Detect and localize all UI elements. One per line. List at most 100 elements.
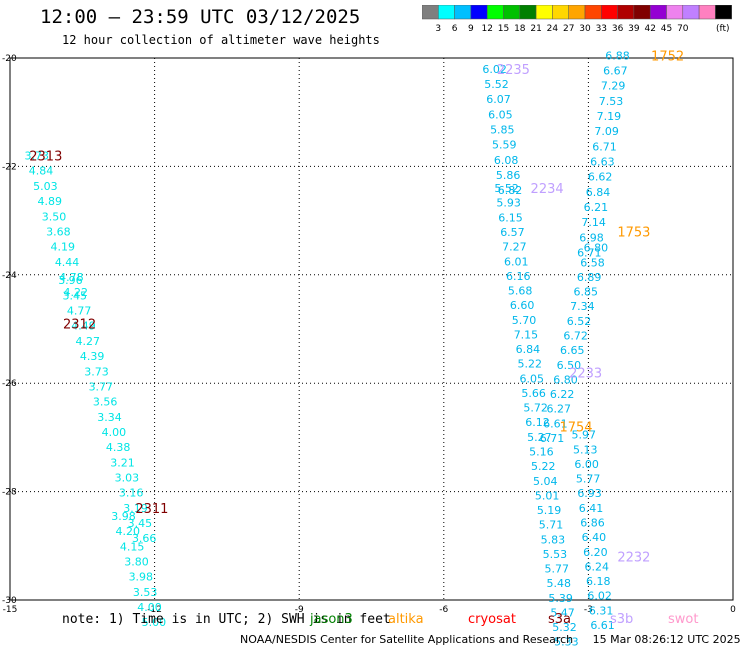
wave-height-value: 6.12: [525, 416, 550, 429]
wave-height-value: 5.71: [539, 519, 564, 532]
wave-height-value: 3.16: [119, 487, 144, 500]
wave-height-value: 4.78: [59, 271, 84, 284]
wave-height-value: 6.05: [519, 372, 544, 385]
wave-height-value: 3.19: [123, 502, 147, 515]
wave-height-value: 6.88: [605, 49, 630, 62]
x-tick-label: -6: [439, 605, 448, 615]
pass-time-label: 1752: [651, 49, 684, 64]
pass-time-label: 2312: [63, 318, 96, 333]
colorbar-label: 15: [498, 24, 509, 34]
wave-height-value: 4.39: [80, 350, 105, 363]
wave-height-value: 7.29: [601, 80, 626, 93]
colorbar-label: 45: [661, 24, 672, 34]
wave-height-value: 5.16: [529, 445, 554, 458]
wave-height-value: 4.27: [76, 335, 101, 348]
wave-height-value: 6.07: [486, 93, 511, 106]
y-tick-label: -22: [2, 162, 17, 172]
wave-height-value: 6.02: [587, 590, 612, 603]
pass-time-label: 2311: [135, 502, 168, 517]
wave-height-value: 5.33: [554, 636, 579, 649]
wave-height-value: 5.04: [533, 475, 558, 488]
y-tick-label: -28: [2, 488, 17, 498]
wave-height-value: 3.96: [58, 274, 82, 287]
wave-height-value: 6.05: [488, 108, 513, 121]
wave-height-value: 6.84: [516, 343, 541, 356]
wave-height-value: 6.84: [586, 186, 611, 199]
wave-height-value: 3.73: [24, 150, 49, 163]
wave-height-value: 6.80: [553, 373, 578, 386]
map-frame: [9, 57, 734, 601]
wave-height-value: 6.61: [590, 619, 615, 632]
wave-height-value: 6.40: [582, 531, 607, 544]
wave-height-value: 5.83: [541, 533, 566, 546]
wave-height-value: 5.77: [545, 563, 570, 576]
satellite-legend-s3b: s3b: [610, 612, 634, 627]
wave-height-value: 5.72: [523, 402, 548, 415]
wave-height-value: 5.97: [572, 429, 597, 442]
wave-height-value: 5.00: [142, 616, 167, 629]
wave-height-value: 7.15: [514, 328, 539, 341]
wave-height-value: 6.57: [500, 226, 524, 239]
wave-height-value: 3.34: [97, 411, 122, 424]
wave-height-value: 5.86: [496, 169, 520, 182]
colorbar-label: 6: [452, 24, 458, 34]
wave-height-value: 6.71: [577, 247, 602, 260]
pass-time-label: 1754: [559, 421, 592, 436]
wave-height-value: 5.68: [508, 285, 533, 298]
wave-height-value: 3.45: [63, 289, 87, 302]
colorbar-label: 18: [514, 24, 526, 34]
wave-height-value: 5.52: [484, 78, 509, 91]
wave-height-value: 4.15: [120, 540, 145, 553]
wave-height-value: 7.09: [594, 125, 619, 138]
wave-height-value: 6.93: [577, 487, 602, 500]
pass-time-label: 2234: [531, 182, 564, 197]
pass-time-label: 2313: [29, 150, 62, 165]
wave-height-value: 6.18: [586, 575, 611, 588]
wave-height-value: 7.34: [570, 300, 595, 313]
wave-height-value: 6.21: [584, 201, 609, 214]
x-tick-label: 0: [730, 605, 736, 615]
wave-height-value: 5.22: [518, 358, 543, 371]
wave-height-value: 6.24: [585, 560, 610, 573]
wave-height-value: 5.77: [576, 473, 601, 486]
pass-time-label: 2235: [497, 63, 530, 78]
wave-height-value: 7.53: [599, 95, 624, 108]
wave-height-value: 6.31: [589, 604, 614, 617]
colorbar-label: 27: [563, 24, 574, 34]
y-tick-label: -24: [2, 271, 17, 281]
wave-height-value: 6.20: [583, 546, 608, 559]
colorbar-label: 12: [481, 24, 492, 34]
wave-height-value: 6.86: [580, 516, 605, 529]
footer: NOAA/NESDIS Center for Satellite Applica…: [240, 633, 740, 646]
wave-height-value: 3.98: [129, 571, 154, 584]
wave-height-value: 5.93: [496, 197, 521, 210]
wave-height-value: 5.03: [33, 180, 58, 193]
colorbar-label: 3: [435, 24, 441, 34]
wave-height-value: 6.67: [603, 64, 628, 77]
wave-height-value: 4.20: [116, 525, 141, 538]
wave-height-value: 6.16: [506, 270, 531, 283]
wave-height-value: 7.27: [502, 241, 527, 254]
colorbar-unit: (ft): [716, 24, 730, 34]
wave-height-value: 6.08: [494, 154, 518, 167]
wave-height-value: 4.89: [37, 195, 62, 208]
colorbar-label: 33: [596, 24, 607, 34]
pass-time-label: 2232: [617, 551, 650, 566]
pass-time-label: 1753: [617, 225, 650, 240]
wave-height-value: 3.98: [111, 510, 136, 523]
wave-height-value: 3.50: [42, 210, 66, 223]
wave-height-value: 5.27: [527, 431, 552, 444]
wave-height-value: 6.00: [574, 458, 599, 471]
wave-height-value: 6.71: [540, 432, 565, 445]
colorbar-label: 30: [579, 24, 591, 34]
wave-height-value: 5.85: [490, 124, 515, 137]
wave-height-value: 6.72: [563, 330, 588, 343]
wave-height-value: 3.53: [133, 586, 158, 599]
wave-height-value: 6.85: [573, 286, 598, 299]
wave-height-value: 6.63: [590, 156, 615, 169]
satellite-legend-altika: altika: [388, 612, 424, 627]
wave-height-value: 3.80: [124, 556, 149, 569]
wave-height-value: 6.61: [543, 417, 568, 430]
wave-height-colorbar: 3 6 9 12 15 18 21 24 27 30 33 36 39 42 45 70 (ft): [422, 5, 732, 34]
wave-height-value: 6.65: [560, 344, 585, 357]
